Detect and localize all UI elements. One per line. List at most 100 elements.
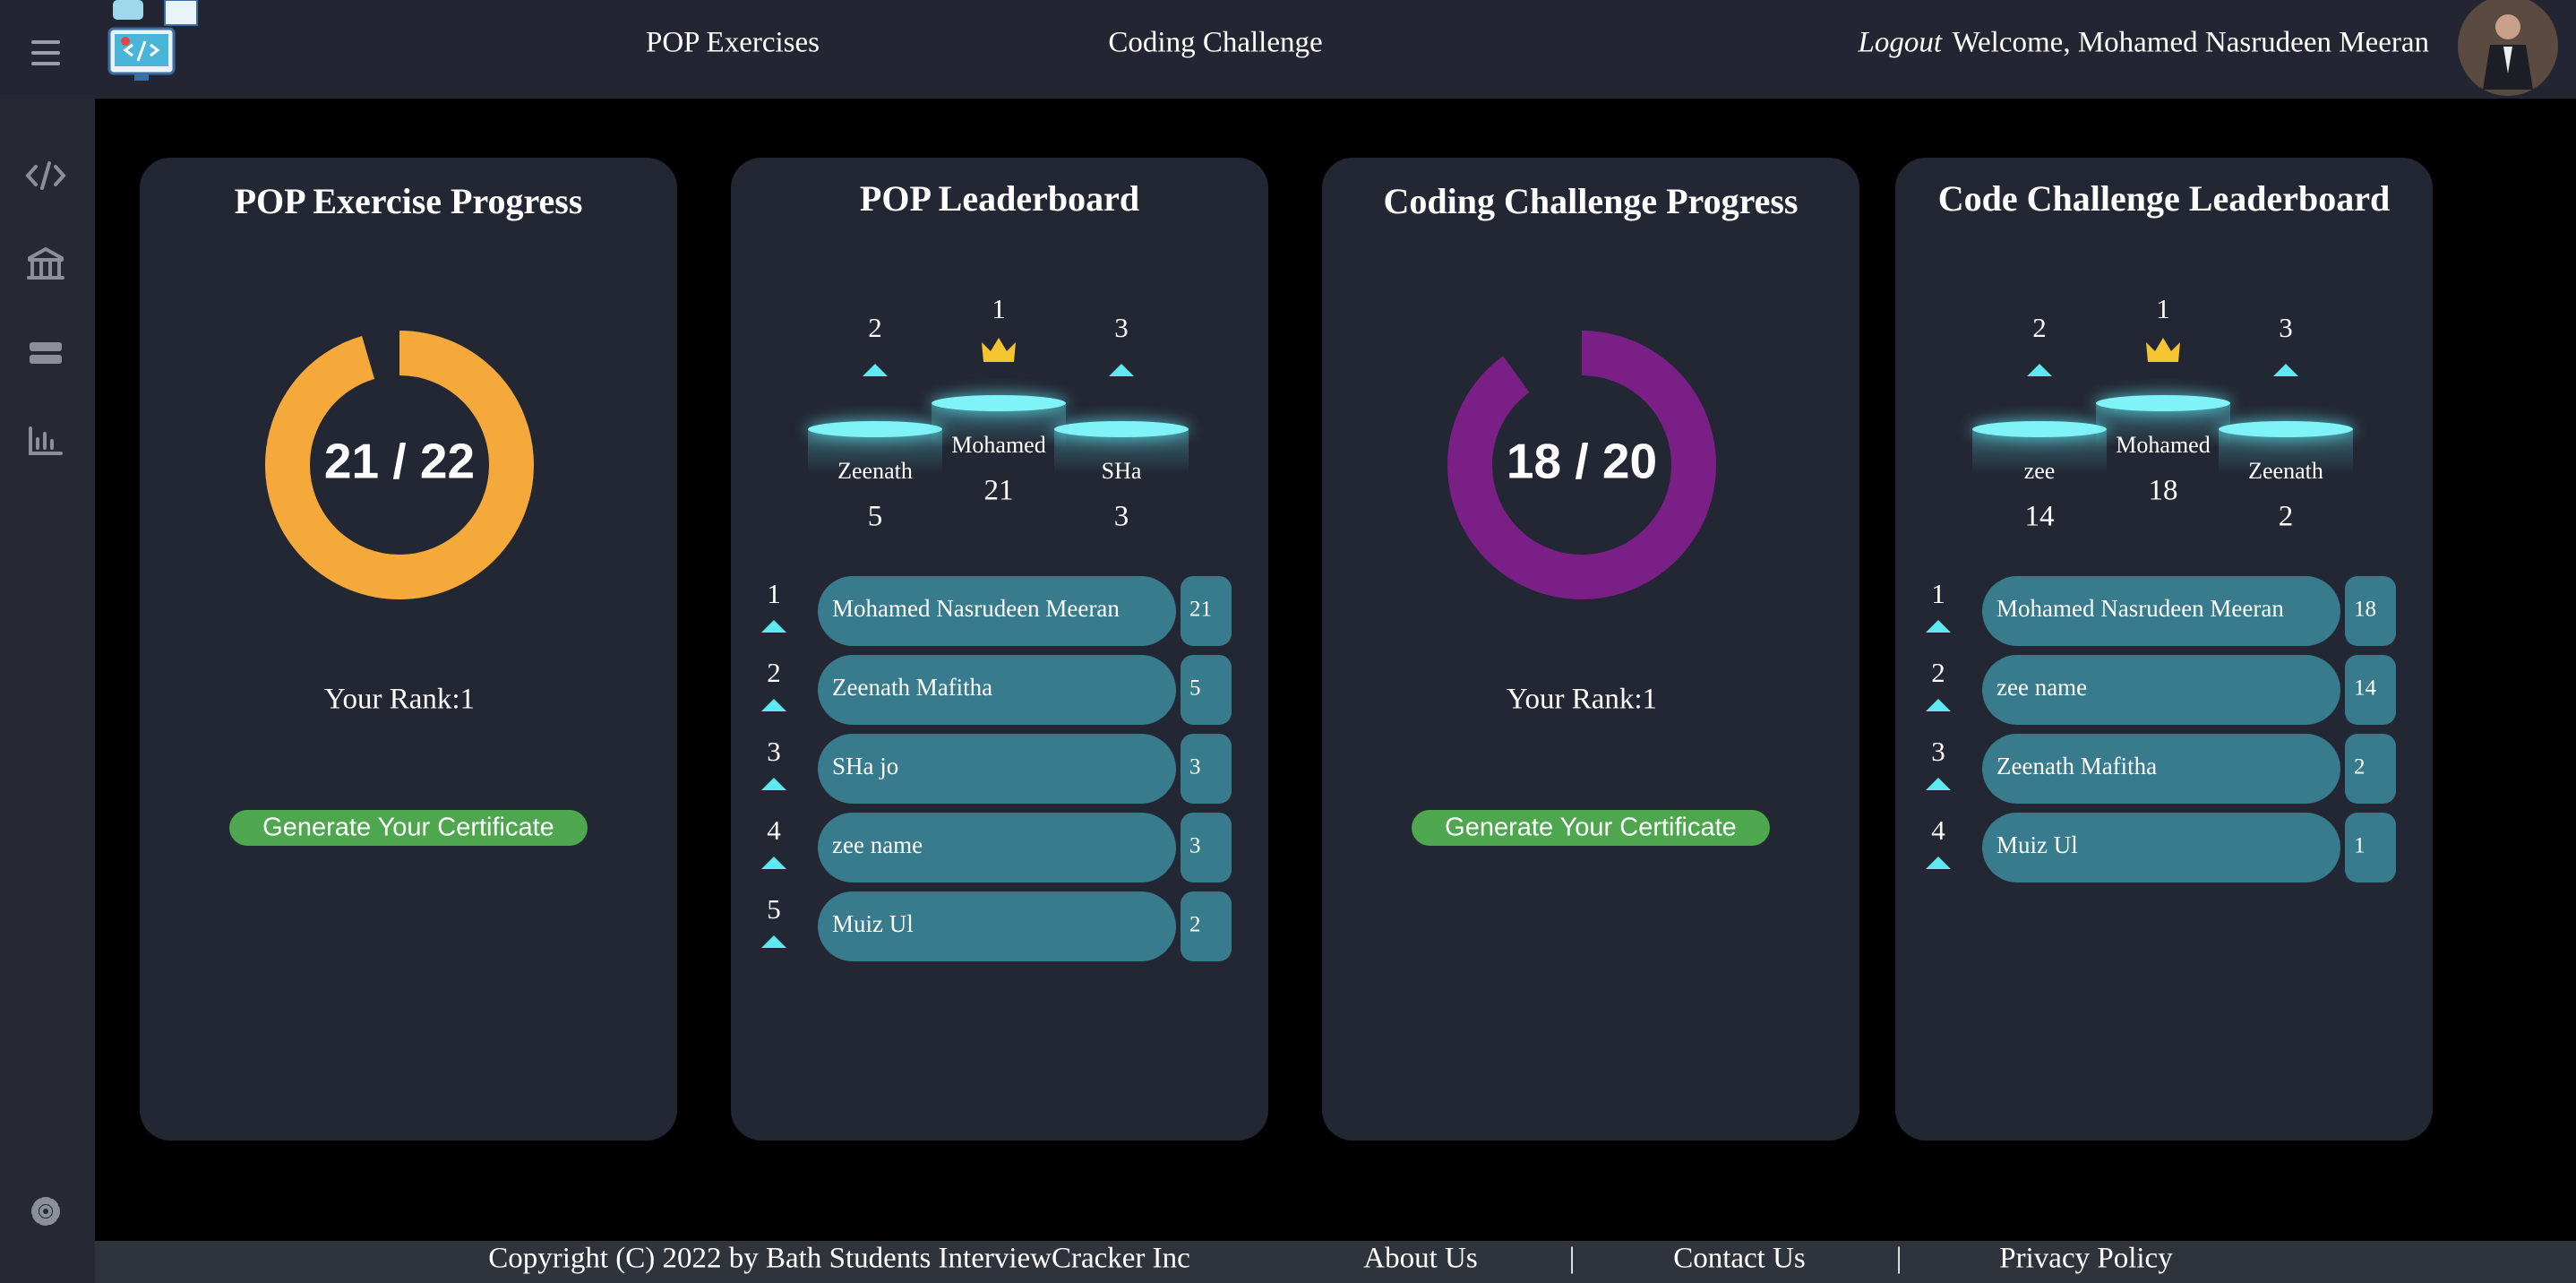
rank-arrow [2273, 364, 2298, 376]
footer-separator: | [1569, 1243, 1576, 1275]
rank-arrow [761, 935, 786, 948]
card-title: Coding Challenge Progress [1384, 181, 1799, 221]
nav-link[interactable]: POP Exercises [646, 27, 820, 59]
rank-text: Your Rank:1 [324, 684, 475, 716]
podium-entry: 1 Mohamed 18 [2093, 293, 2233, 507]
podium-name: Mohamed [2116, 432, 2210, 458]
logout-link[interactable]: Logout [1857, 27, 1942, 59]
code-icon[interactable] [25, 161, 66, 190]
settings-icon[interactable] [31, 1197, 60, 1226]
row-pill [818, 813, 1176, 883]
row-rank: 1 [1931, 578, 1945, 609]
podium-score: 5 [868, 501, 883, 533]
certificate-button[interactable]: Generate Your Certificate [229, 810, 588, 846]
leaderboard-row: 3 SHa jo 3 [761, 734, 1232, 804]
podium-rank: 1 [992, 293, 1006, 324]
bank-icon[interactable] [27, 246, 64, 280]
crown [2146, 338, 2180, 362]
row-pill [818, 734, 1176, 804]
row-score: 3 [1189, 755, 1201, 779]
card [140, 158, 677, 1141]
row-rank: 2 [1931, 657, 1945, 688]
podium-entry: 2 Zeenath 5 [805, 312, 945, 533]
row-name: zee name [832, 831, 923, 858]
progress-label: 18 / 20 [1507, 434, 1657, 489]
podium-disc [932, 395, 1066, 411]
footer-link[interactable]: About Us [1363, 1243, 1477, 1275]
score-box [1181, 813, 1232, 883]
row-score: 2 [1189, 913, 1201, 937]
score-box [1181, 655, 1232, 725]
rank-text: Your Rank:1 [1507, 684, 1657, 716]
leaderboard-row: 5 Muiz Ul 2 [761, 891, 1232, 961]
footer-link[interactable]: Privacy Policy [1999, 1243, 2173, 1275]
row-rank: 3 [767, 736, 781, 767]
server-icon[interactable] [30, 342, 62, 364]
row-name: Mohamed Nasrudeen Meeran [832, 595, 1120, 622]
certificate-button[interactable]: Generate Your Certificate [1412, 810, 1770, 846]
crown [982, 338, 1016, 362]
row-pill [1982, 813, 2340, 883]
rank-arrow [1109, 364, 1134, 376]
sidebar [0, 0, 95, 1283]
chart-icon[interactable] [29, 426, 63, 455]
score-box [1181, 576, 1232, 646]
avatar[interactable] [2458, 0, 2558, 96]
row-rank: 5 [767, 893, 781, 925]
podium-disc [808, 421, 942, 437]
podium-score: 21 [984, 475, 1014, 507]
logo[interactable] [107, 0, 198, 81]
leaderboard-row: 2 zee name 14 [1926, 655, 2396, 725]
podium-entry: 2 zee 14 [1970, 312, 2109, 533]
button-label[interactable]: Generate Your Certificate [262, 814, 554, 842]
footer [95, 1241, 2576, 1283]
podium-name: Zeenath [837, 458, 913, 484]
row-rank: 4 [767, 814, 781, 846]
row-score: 18 [2354, 598, 2376, 622]
podium-name: zee [2024, 458, 2056, 484]
nav-link[interactable]: Coding Challenge [1108, 27, 1322, 59]
leaderboard-row: 2 Zeenath Mafitha 5 [761, 655, 1232, 725]
rank-arrow [1926, 699, 1951, 711]
podium-entry: 1 Mohamed 21 [929, 293, 1069, 507]
card [1895, 158, 2433, 1141]
welcome-text: Welcome, Mohamed Nasrudeen Meeran [1953, 27, 2429, 59]
card-title: Code Challenge Leaderboard [1938, 178, 2390, 219]
podium-rank: 1 [2156, 293, 2170, 324]
button-bg[interactable] [1412, 810, 1770, 846]
row-name: Zeenath Mafitha [1996, 753, 2157, 779]
header [0, 0, 2576, 99]
row-pill [1982, 576, 2340, 646]
progress-card: POP Exercise Progress 21 / 22 Your Rank:1 G… [140, 158, 677, 1141]
leaderboard-row: 1 Mohamed Nasrudeen Meeran 18 [1926, 576, 2396, 646]
score-box [2345, 813, 2396, 883]
copyright: Copyright (C) 2022 by Bath Students Inte… [488, 1243, 1190, 1275]
row-name: zee name [1996, 674, 2087, 701]
row-score: 1 [2354, 834, 2366, 858]
row-pill [1982, 655, 2340, 725]
rank-arrow [2027, 364, 2052, 376]
podium-score: 2 [2279, 501, 2294, 533]
row-pill [1982, 734, 2340, 804]
rank-arrow [1926, 857, 1951, 869]
button-label[interactable]: Generate Your Certificate [1445, 814, 1737, 842]
podium-disc [2219, 421, 2353, 437]
row-rank: 2 [767, 657, 781, 688]
row-rank: 4 [1931, 814, 1945, 846]
score-box [2345, 734, 2396, 804]
podium-score: 3 [1114, 501, 1129, 533]
footer-link[interactable]: Contact Us [1673, 1243, 1806, 1275]
button-bg[interactable] [229, 810, 588, 846]
score-box [2345, 655, 2396, 725]
menu-button[interactable] [31, 40, 60, 65]
podium-name: Mohamed [951, 432, 1045, 458]
row-name: Muiz Ul [1996, 831, 2078, 858]
leaderboard-row: 4 zee name 3 [761, 813, 1232, 883]
row-pill [818, 576, 1176, 646]
row-score: 5 [1189, 676, 1201, 701]
sidebar-icons [25, 161, 66, 1226]
row-pill [818, 891, 1176, 961]
score-box [2345, 576, 2396, 646]
